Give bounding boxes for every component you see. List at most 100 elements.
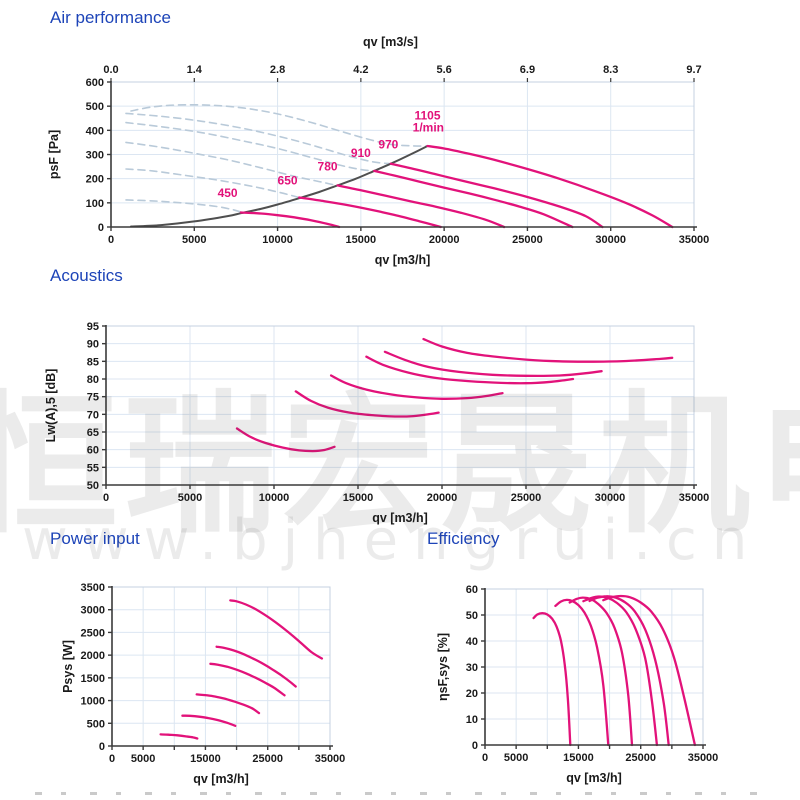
x-tick-label: 20000 (427, 492, 458, 504)
y-tick-label: 50 (87, 480, 99, 492)
x-tick-label: 0 (482, 752, 488, 764)
y-tick-label: 400 (86, 125, 104, 137)
x-tick-label: 0 (108, 234, 114, 246)
y-tick-label: 60 (87, 445, 99, 457)
rpm-label: 910 (351, 146, 371, 160)
efficiency-title: Efficiency (427, 529, 500, 548)
curve-1105 (422, 337, 674, 363)
y-tick-label: 65 (87, 427, 99, 439)
x-axis-label: qv [m3/h] (193, 772, 249, 786)
curve-970 (215, 645, 297, 688)
y-tick-label: 95 (87, 321, 99, 333)
x2-tick-label: 2.8 (270, 64, 285, 76)
curve-970 (389, 162, 604, 229)
curve-910 (582, 595, 659, 747)
y-tick-label: 75 (87, 392, 99, 404)
acoustics-title: Acoustics (50, 266, 123, 285)
y-tick-label: 80 (87, 374, 99, 386)
y-tick-label: 10 (466, 714, 478, 726)
x-axis-label: qv [m3/h] (566, 771, 622, 785)
x2-tick-label: 0.0 (103, 64, 118, 76)
plot-border (105, 325, 695, 486)
curve-910 (365, 355, 575, 385)
x-tick-label: 35000 (315, 753, 346, 765)
curve-970 (383, 350, 603, 378)
air-performance-chart: 0 5000 10000 15000 20000 25000 30000 35000 0 100 2… (47, 35, 709, 267)
y-tick-label: 20 (466, 688, 478, 700)
power-input-chart: 0 5000 15000 25000 35000 0 500 1000 1500 2000 2500… (61, 582, 345, 786)
x2-tick-label: 6.9 (520, 64, 535, 76)
curve-450 (532, 612, 572, 747)
x-tick-label: 5000 (182, 234, 206, 246)
x-tick-label: 5000 (131, 753, 155, 765)
y-tick-label: 0 (98, 222, 104, 234)
x2-axis-label: qv [m3/s] (363, 35, 418, 49)
y-tick-label: 40 (466, 636, 478, 648)
x2-tick-label: 9.7 (686, 64, 701, 76)
plot-border (111, 586, 331, 747)
y-tick-label: 3500 (81, 582, 105, 594)
curve-1105 (602, 594, 697, 747)
y-tick-label: 600 (86, 77, 104, 89)
x-tick-label: 35000 (688, 752, 719, 764)
rpm-label: 1105 (414, 108, 440, 122)
y-tick-label: 60 (466, 584, 478, 596)
x-tick-label: 10000 (259, 492, 290, 504)
y-tick-label: 1000 (81, 696, 105, 708)
y-tick-label: 500 (86, 101, 104, 113)
curve-1105-max (130, 103, 429, 147)
x-tick-label: 15000 (190, 753, 221, 765)
x2-tick-label: 1.4 (187, 64, 203, 76)
y-tick-label: 90 (87, 339, 99, 351)
y-tick-label: 3000 (81, 605, 105, 617)
curve-650-max (125, 168, 300, 199)
x-tick-label: 15000 (343, 492, 374, 504)
power-input-title: Power input (50, 529, 140, 548)
curve-450 (239, 211, 341, 229)
x-tick-label: 35000 (679, 492, 710, 504)
x-tick-label: 15000 (563, 752, 594, 764)
x-tick-label: 5000 (178, 492, 202, 504)
x-tick-label: 0 (103, 492, 109, 504)
y-tick-label: 30 (466, 662, 478, 674)
y-tick-label: 0 (472, 740, 478, 752)
curve-650 (294, 390, 440, 418)
y-tick-label: 500 (87, 718, 105, 730)
x-tick-label: 25000 (512, 234, 543, 246)
y-tick-label: 50 (466, 610, 478, 622)
curve-780 (329, 374, 504, 400)
y-tick-label: 300 (86, 150, 104, 162)
curve-910 (209, 662, 286, 697)
x2-tick-label: 4.2 (353, 64, 368, 76)
x-axis-label: qv [m3/h] (372, 511, 428, 525)
air-performance-title: Air performance (50, 8, 171, 27)
x2-tick-label: 8.3 (603, 64, 618, 76)
efficiency-chart: 0 5000 15000 25000 35000 0 10 20 30 40 50 60 qv [m3/… (436, 584, 718, 785)
curve-450 (159, 733, 199, 740)
y-tick-label: 2500 (81, 627, 105, 639)
x-tick-label: 15000 (346, 234, 377, 246)
curve-650 (298, 196, 442, 229)
rpm-label: 650 (278, 174, 298, 188)
curve-1105 (426, 144, 674, 229)
x-tick-label: 25000 (511, 492, 542, 504)
rpm-label: 450 (218, 186, 238, 200)
y-tick-label: 100 (86, 198, 104, 210)
curve-780 (568, 596, 634, 747)
cut-off-footnote-text (35, 792, 765, 795)
y-tick-label: 2000 (81, 650, 105, 662)
x-tick-label: 5000 (504, 752, 528, 764)
y-tick-label: 70 (87, 409, 99, 421)
x-tick-label: 20000 (429, 234, 460, 246)
x-tick-label: 30000 (595, 492, 626, 504)
curve-970-max (125, 112, 392, 165)
rpm-label: 1/min (413, 121, 444, 135)
y-axis-label: Lw(A),5 [dB] (44, 369, 58, 443)
x2-tick-label: 5.6 (436, 64, 451, 76)
x-tick-label: 10000 (262, 234, 293, 246)
rpm-label: 970 (378, 137, 398, 151)
curve-450-max (125, 199, 242, 213)
curve-780 (195, 693, 261, 715)
